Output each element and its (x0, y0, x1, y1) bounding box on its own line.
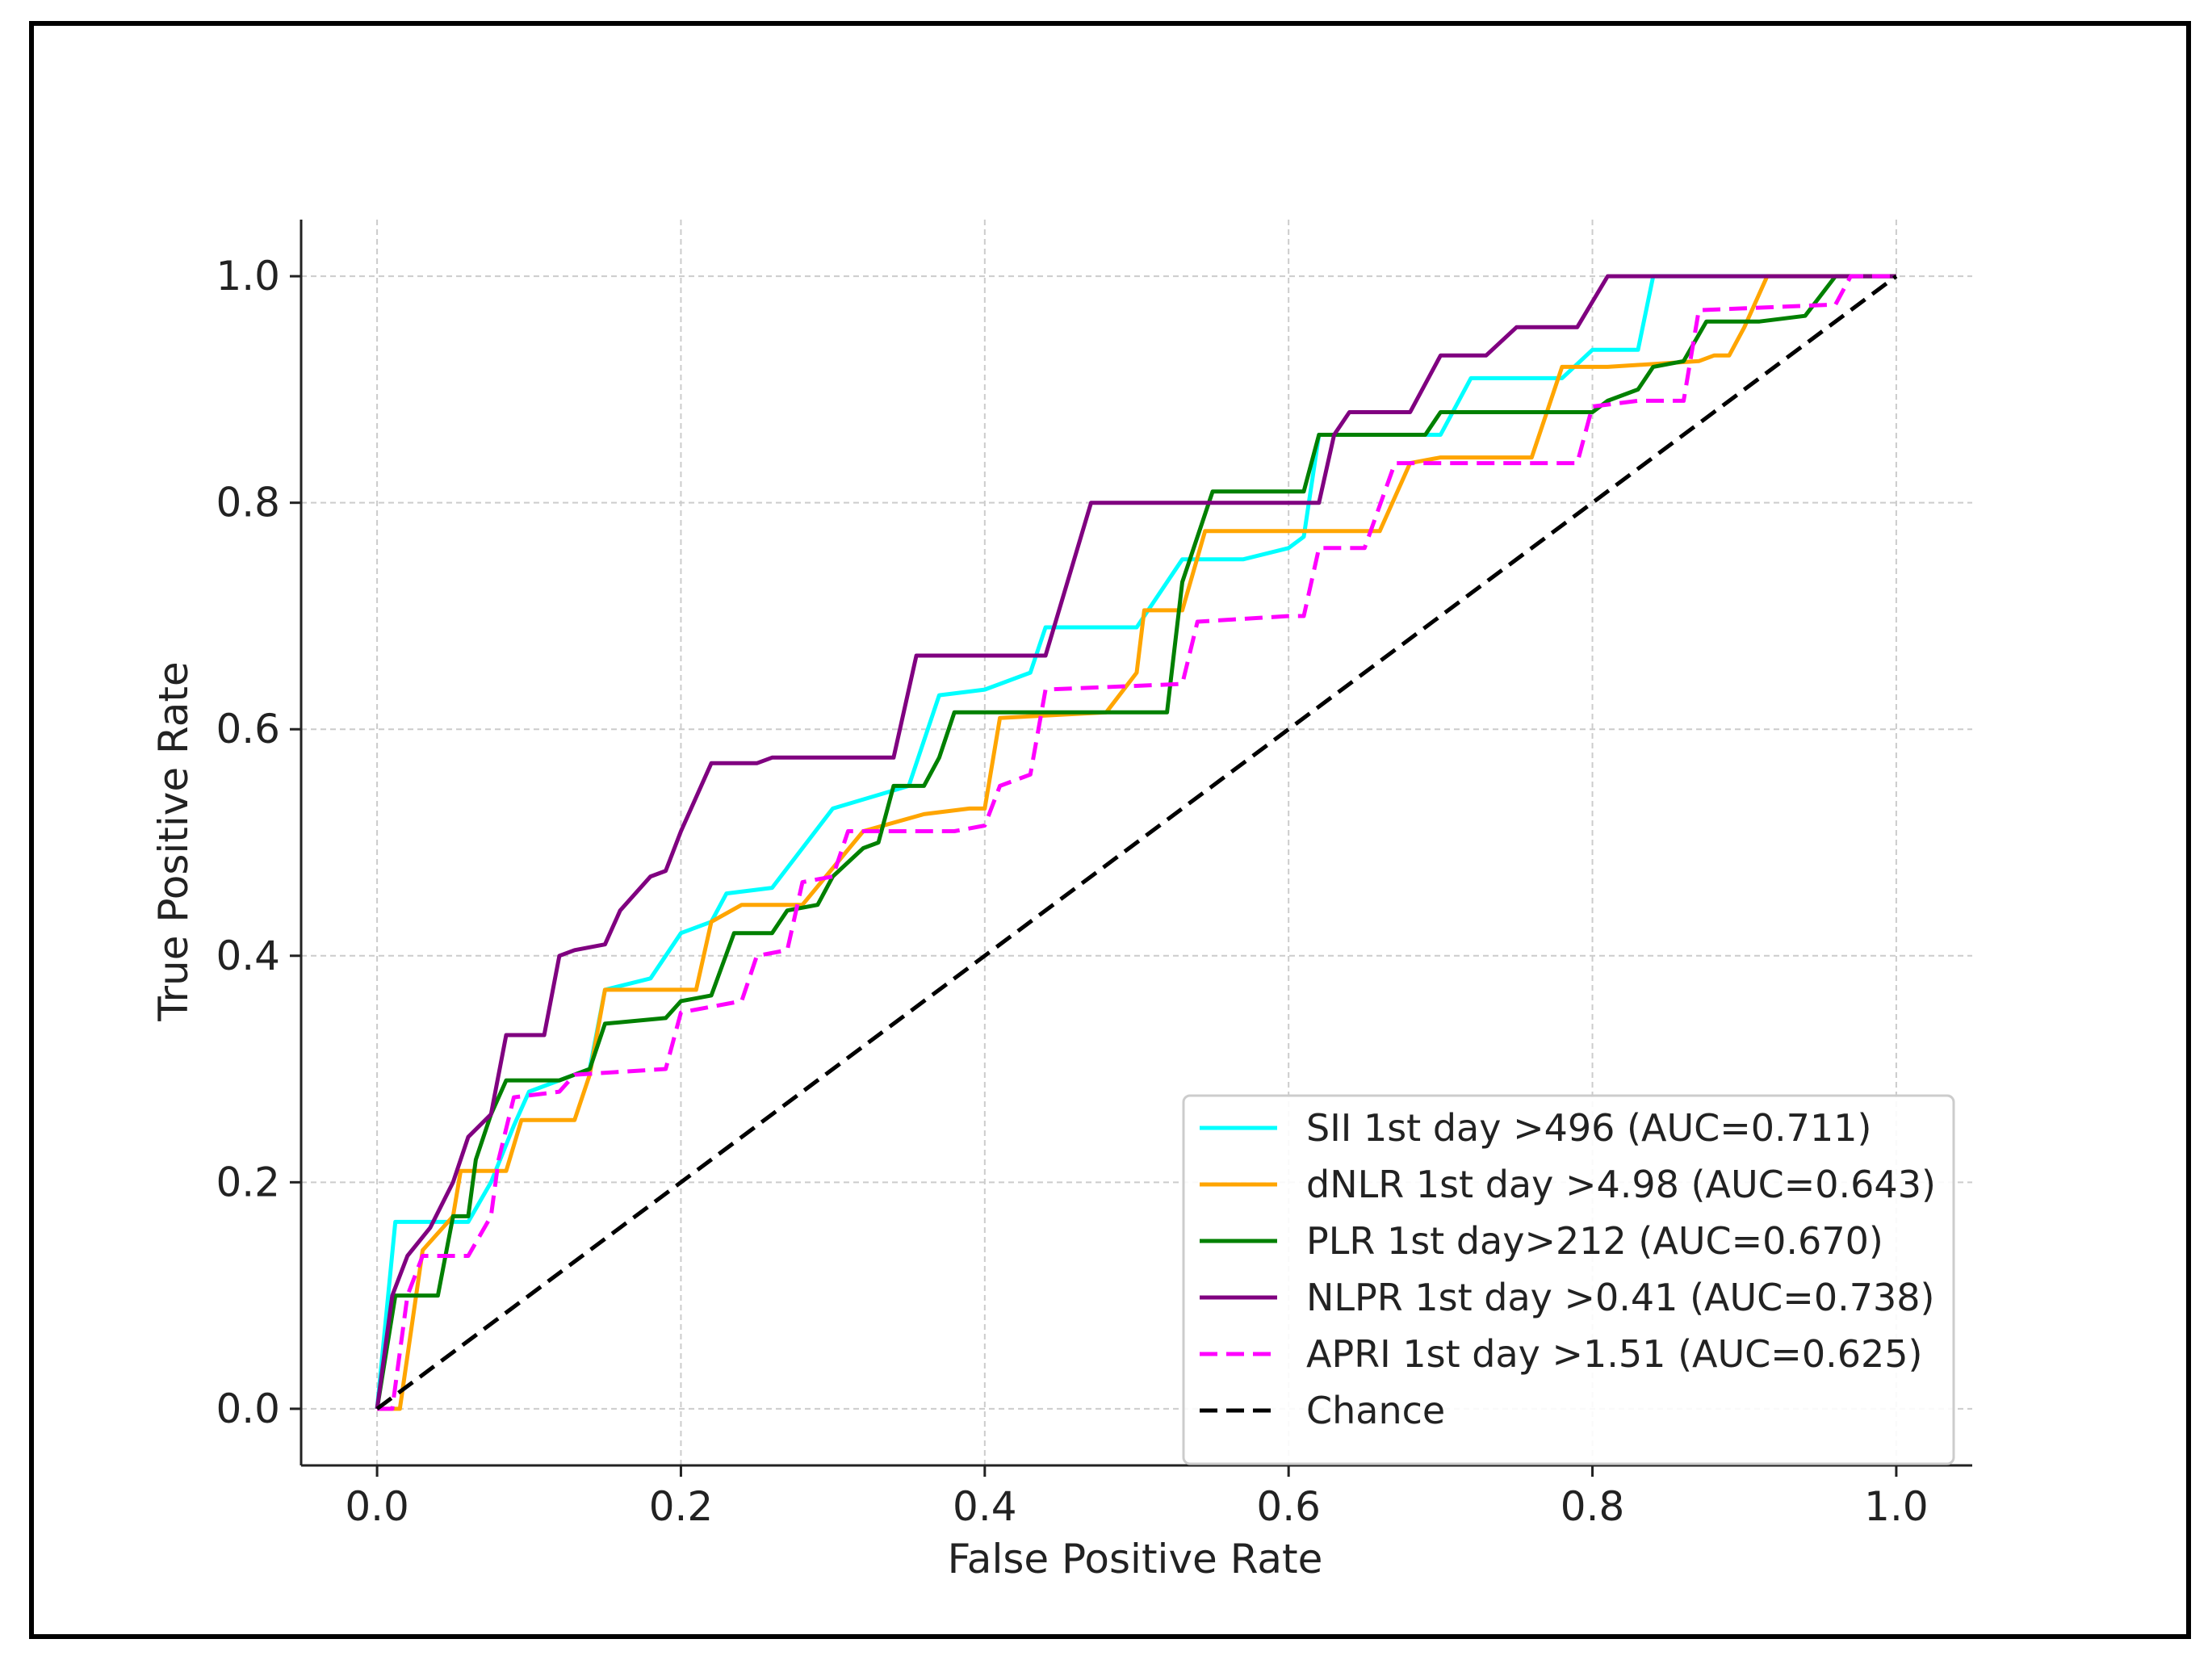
y-tick-label: 1.0 (216, 253, 280, 300)
y-tick-label: 0.6 (216, 706, 280, 752)
y-tick-label: 0.8 (216, 480, 280, 526)
series-line-2 (375, 274, 1896, 1410)
x-tick-label: 0.0 (345, 1483, 409, 1530)
y-axis-label: True Positive Rate (150, 661, 197, 1021)
x-tick-label: 0.8 (1561, 1483, 1625, 1530)
x-tick-label: 0.2 (649, 1483, 714, 1530)
series-line-5 (375, 275, 1898, 1411)
legend-label: Chance (1306, 1389, 1445, 1432)
legend-label: APRI 1st day >1.51 (AUC=0.625) (1306, 1332, 1922, 1376)
series-line-3 (375, 274, 1896, 1410)
series-line-1 (377, 274, 1896, 1411)
x-tick-label: 0.6 (1256, 1483, 1321, 1530)
y-tick-label: 0.2 (216, 1159, 280, 1205)
x-tick-label: 0.4 (953, 1483, 1017, 1530)
x-axis-label: False Positive Rate (948, 1536, 1323, 1582)
figure-border (29, 21, 2191, 1639)
series-layer (375, 274, 1898, 1411)
legend: SII 1st day >496 (AUC=0.711) dNLR 1st day… (1182, 1094, 1955, 1465)
y-tick-label: 0.0 (216, 1385, 280, 1432)
legend-label: PLR 1st day>212 (AUC=0.670) (1306, 1219, 1883, 1263)
axes (290, 220, 1972, 1477)
y-tick-label: 0.4 (216, 933, 280, 979)
x-tick-label: 1.0 (1864, 1483, 1929, 1530)
legend-label: SII 1st day >496 (AUC=0.711) (1306, 1106, 1871, 1150)
legend-label: dNLR 1st day >4.98 (AUC=0.643) (1306, 1163, 1936, 1206)
tick-labels: 0.0 0.2 0.4 0.6 0.8 1.0 0.0 0.2 0.4 0.6 0.8 1.0 (216, 253, 1928, 1530)
legend-box (1182, 1094, 1955, 1465)
series-line-0 (375, 274, 1896, 1410)
series-line-4 (377, 274, 1896, 1411)
legend-label: NLPR 1st day >0.41 (AUC=0.738) (1306, 1276, 1934, 1319)
